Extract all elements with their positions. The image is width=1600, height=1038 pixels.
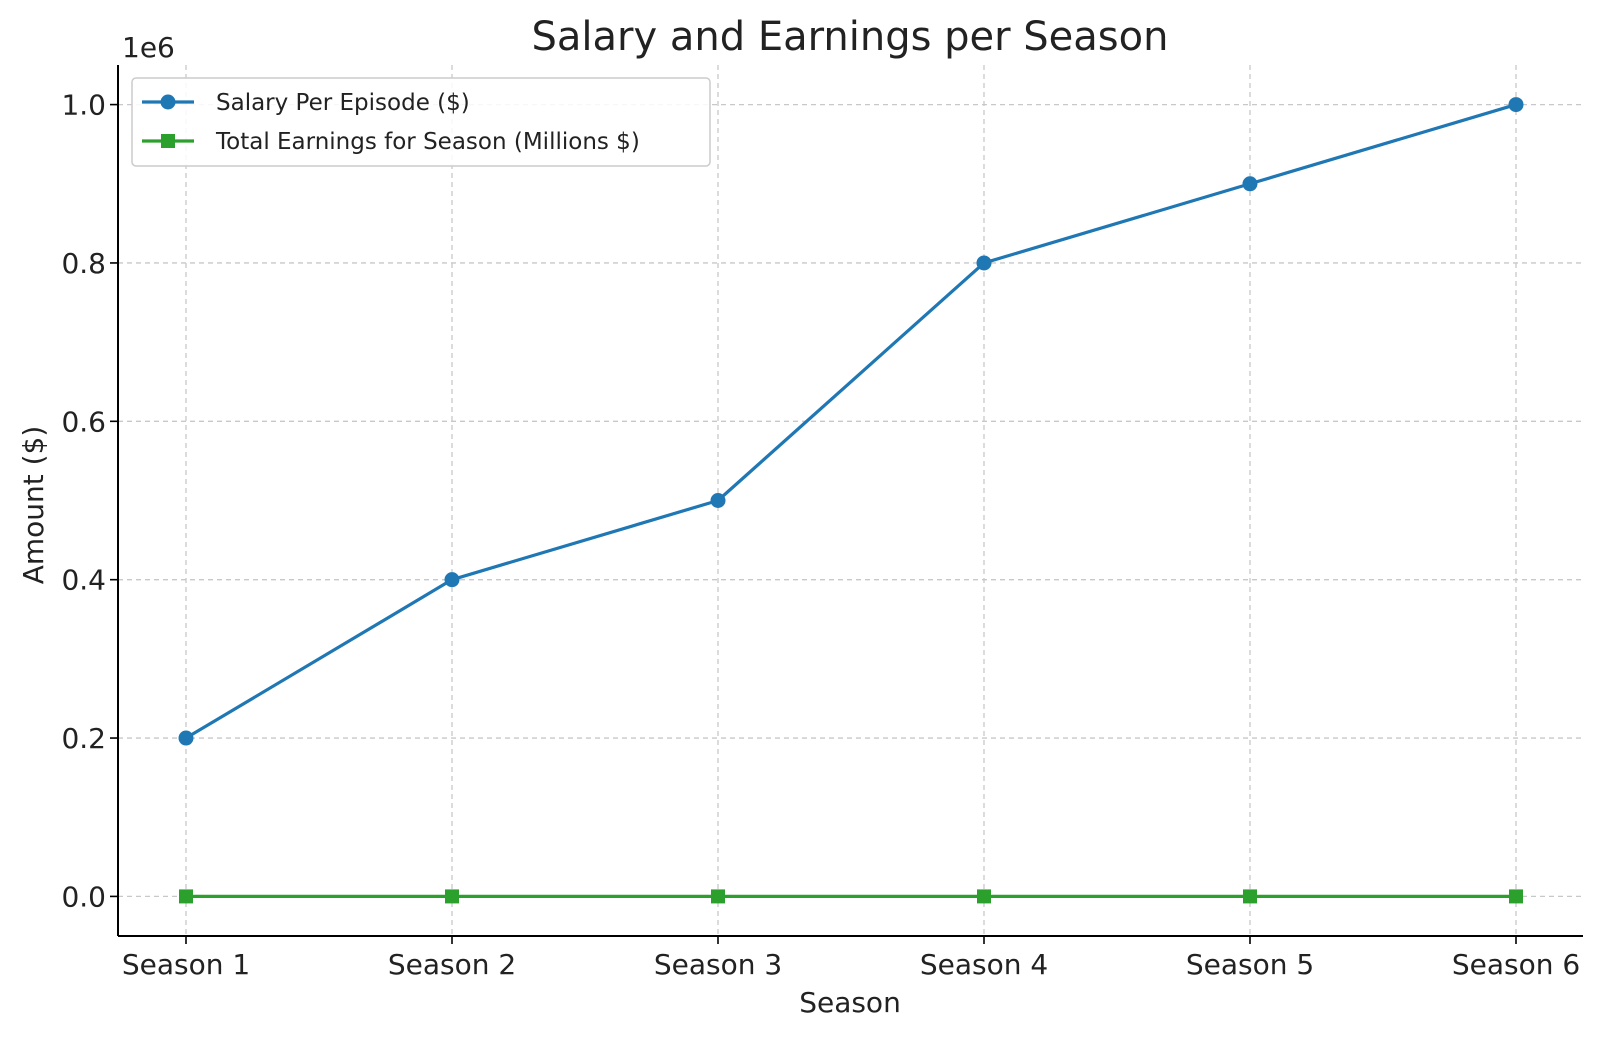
y-tick-label: 0.8	[61, 247, 106, 280]
x-tick-label: Season 3	[654, 948, 782, 981]
series-line-1	[185, 103, 1517, 740]
legend-box	[131, 77, 711, 167]
y-tick-label: 0.0	[61, 880, 106, 913]
x-tick-label: Season 2	[388, 948, 516, 981]
legend-marker-2	[161, 134, 175, 148]
y-tick-label: 0.6	[61, 405, 106, 438]
x-tick-label: Season 4	[920, 948, 1048, 981]
series-1-point	[1508, 97, 1524, 113]
series-1-point	[976, 255, 992, 271]
series-layer	[178, 97, 1524, 904]
series-2-point	[445, 889, 459, 904]
axes-layer: Season 1 Season 2 Season 3 Season 4 Season 5…	[61, 65, 1583, 981]
y-tick-label: 0.4	[61, 564, 106, 597]
labels-layer: Salary and Earnings per Season Season Am…	[17, 14, 1168, 1019]
grid-layer	[118, 65, 1583, 936]
x-tick-label: Season 5	[1186, 948, 1314, 981]
series-2-point	[1243, 889, 1257, 904]
legend-label-2: Total Earnings for Season (Millions $)	[215, 129, 640, 155]
chart-title: Salary and Earnings per Season	[532, 14, 1169, 60]
series-2-point	[711, 889, 725, 904]
y-tick-label: 0.2	[61, 722, 106, 755]
y-offset-label: 1e6	[122, 31, 175, 64]
legend-marker-1	[160, 94, 176, 110]
x-axis-label: Season	[799, 986, 901, 1019]
series-2-point	[179, 889, 193, 904]
series-1-point	[1242, 176, 1258, 192]
y-axis-label: Amount ($)	[17, 426, 50, 585]
x-tick-label: Season 6	[1452, 948, 1580, 981]
series-1-point	[444, 572, 460, 588]
legend: Salary Per Episode ($) Total Earnings for…	[131, 77, 711, 167]
y-tick-label: 1.0	[61, 89, 106, 122]
series-1-point	[178, 730, 194, 746]
series-2-point	[977, 889, 991, 904]
series-1-point	[710, 493, 726, 508]
x-tick-label: Season 1	[122, 948, 250, 981]
series-2-point	[1509, 889, 1523, 904]
legend-label-1: Salary Per Episode ($)	[216, 90, 470, 116]
